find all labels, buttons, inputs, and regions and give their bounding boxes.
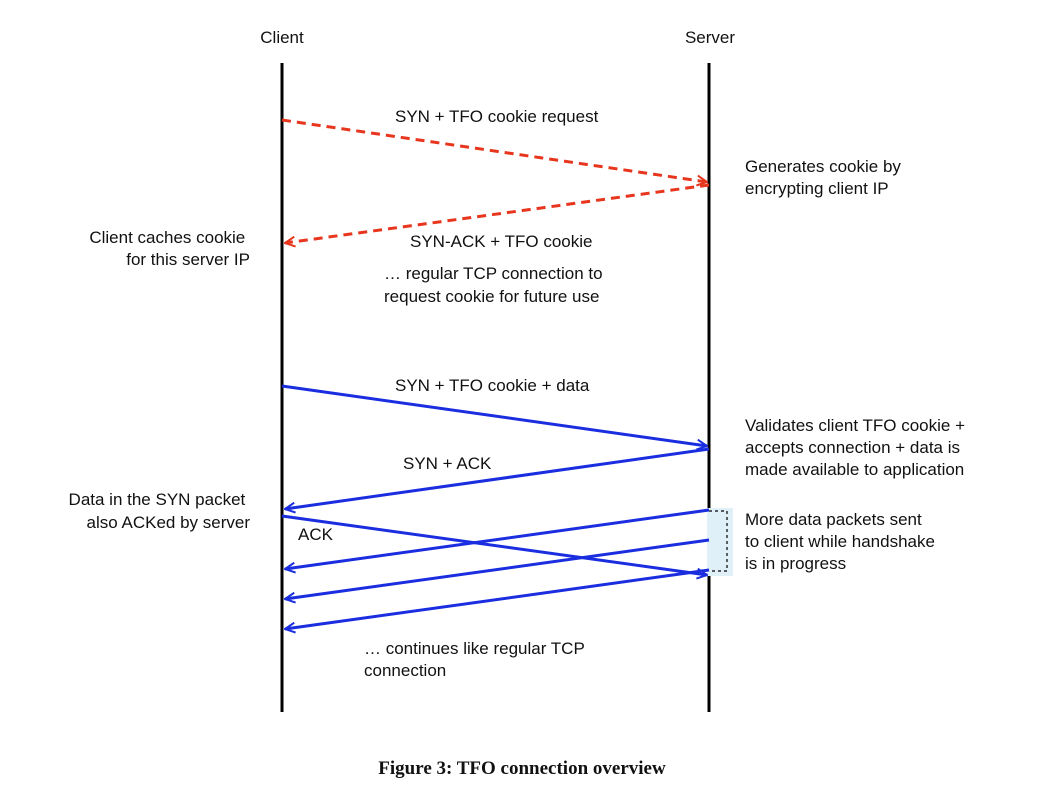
server-label: Server — [685, 28, 735, 47]
syn-cookie-request-arrow — [281, 118, 707, 182]
server-generate-note: Generates cookie by encrypting client IP — [745, 157, 906, 198]
syn-ack-label: SYN + ACK — [403, 454, 492, 473]
syn-ack-arrow — [285, 447, 710, 509]
syn-cookie-data-label: SYN + TFO cookie + data — [395, 376, 590, 395]
syn-cookie-data-arrow — [281, 384, 707, 446]
server-more-data-note: More data packets sent to client while h… — [745, 510, 940, 573]
data-packet-arrow-2 — [285, 538, 710, 599]
syn-ack-cookie-label: SYN-ACK + TFO cookie — [410, 232, 593, 251]
client-cache-note: Client caches cookie for this server IP — [89, 228, 250, 269]
syn-cookie-request-label: SYN + TFO cookie request — [395, 107, 599, 126]
figure-caption: Figure 3: TFO connection overview — [378, 758, 666, 779]
syn-ack-cookie-arrow — [285, 183, 710, 243]
ack-label: ACK — [298, 525, 334, 544]
client-label: Client — [260, 28, 304, 47]
client-synack-note: Data in the SYN packet also ACKed by ser… — [69, 490, 251, 532]
data-packet-arrow-3 — [285, 568, 710, 629]
in-progress-bracket — [709, 510, 728, 572]
ack-arrow — [281, 514, 707, 575]
server-validate-note: Validates client TFO cookie + accepts co… — [745, 416, 970, 479]
in-progress-highlight — [707, 508, 733, 576]
regular-connection-note: … regular TCP connection to request cook… — [384, 264, 607, 306]
continues-note: … continues like regular TCP connection — [364, 639, 589, 680]
data-packet-arrow-1 — [285, 508, 710, 569]
